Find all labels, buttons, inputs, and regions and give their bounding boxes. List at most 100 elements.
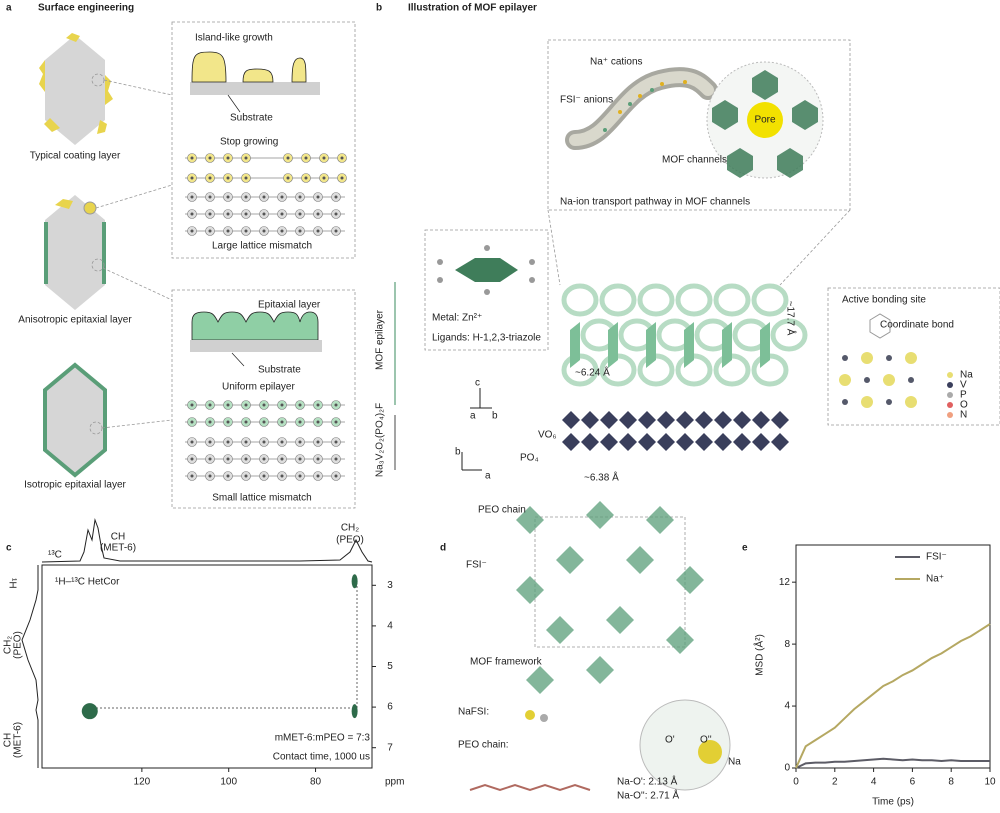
label: ~6.24 Å	[575, 366, 610, 379]
label: c	[475, 378, 480, 389]
mof-pillar	[684, 322, 694, 368]
annotation: (PEO)	[13, 631, 24, 659]
vo6	[638, 411, 656, 429]
atom-core	[298, 229, 302, 233]
mof-pillar	[722, 322, 732, 368]
vo6	[676, 433, 694, 451]
atom-core	[280, 457, 284, 461]
label: PO₄	[520, 453, 539, 464]
label: VO₆	[538, 430, 556, 441]
crystal-atom	[864, 377, 870, 383]
legend-dot	[947, 372, 953, 378]
atom-core	[334, 403, 338, 407]
label: b	[492, 411, 498, 422]
atom-core	[334, 457, 338, 461]
panel-title: Surface engineering	[38, 3, 134, 14]
label: Na	[960, 370, 973, 381]
atom-core	[280, 403, 284, 407]
atom-core	[244, 457, 248, 461]
label: Na-ion transport pathway in MOF channels	[560, 197, 750, 208]
series-line	[795, 623, 991, 769]
mof-pore	[599, 283, 637, 317]
label: MOF channels	[662, 155, 727, 166]
atom-core	[244, 420, 248, 424]
annotation: Contact time, 1000 us	[273, 752, 370, 763]
y-tick-label: 8	[784, 639, 790, 650]
label: Na⁺ cations	[590, 57, 643, 68]
series-line	[795, 757, 990, 769]
atom-core	[190, 176, 194, 180]
label: Epitaxial layer	[258, 300, 321, 311]
annotation: (MET-6)	[100, 543, 136, 554]
crystal-atom	[905, 396, 917, 408]
annotation: CH	[3, 733, 14, 747]
y-tick-label: 4	[387, 621, 393, 632]
mof-pore	[637, 283, 675, 317]
vo6	[695, 433, 713, 451]
panel-d-art	[469, 501, 731, 792]
vo6	[714, 411, 732, 429]
vo6	[676, 411, 694, 429]
atom-core	[244, 229, 248, 233]
atom-core	[322, 156, 326, 160]
vo6	[600, 411, 618, 429]
atom-core	[286, 176, 290, 180]
x-axis-label: Time (ps)	[872, 797, 914, 808]
panel-c-art	[21, 518, 373, 769]
legend-dot	[947, 402, 953, 408]
atom-core	[190, 420, 194, 424]
atom-core	[262, 229, 266, 233]
crystal-atom	[908, 377, 914, 383]
legend-dot	[947, 382, 953, 388]
legend-dot	[947, 392, 953, 398]
crystal-atom	[886, 399, 892, 405]
polyhedron	[586, 656, 614, 684]
atom-core	[208, 176, 212, 180]
label: O''	[700, 735, 712, 746]
atom-core	[316, 195, 320, 199]
annotation: (MET-6)	[13, 722, 24, 758]
atom-core	[226, 440, 230, 444]
x-tick-label: 4	[871, 777, 877, 788]
atom-core	[316, 474, 320, 478]
annotation: mMET-6:mPEO = 7:3	[275, 733, 371, 744]
atom-core	[208, 457, 212, 461]
label: Na	[728, 757, 741, 768]
vo6	[771, 411, 789, 429]
atom-core	[208, 229, 212, 233]
atom-core	[208, 440, 212, 444]
atom-core	[334, 212, 338, 216]
vo6	[619, 411, 637, 429]
label: V	[960, 380, 967, 391]
atom-core	[340, 176, 344, 180]
atom-core	[244, 212, 248, 216]
mof-pore	[713, 353, 751, 387]
vo6	[600, 433, 618, 451]
y-tick-label: 5	[387, 661, 393, 672]
atom-core	[226, 212, 230, 216]
atom-core	[190, 229, 194, 233]
label: Pore	[754, 115, 776, 126]
vo6	[752, 433, 770, 451]
atom-core	[298, 195, 302, 199]
label: Na-O'': 2.71 Å	[617, 789, 680, 802]
crystal-atom	[861, 396, 873, 408]
y-tick-label: 12	[779, 577, 791, 588]
label: N	[960, 410, 967, 421]
label: Coordinate bond	[880, 320, 954, 331]
label: PEO chain:	[458, 740, 509, 751]
atom-core	[262, 195, 266, 199]
atom-core	[190, 195, 194, 199]
label: Stop growing	[220, 137, 278, 148]
atom-core	[280, 474, 284, 478]
atom-core	[316, 403, 320, 407]
atom-core	[226, 156, 230, 160]
label: a	[485, 471, 491, 482]
atom-core	[298, 420, 302, 424]
atom-core	[334, 440, 338, 444]
vo6	[619, 433, 637, 451]
annotation: (PEO)	[336, 535, 364, 546]
y-tick-label: 6	[387, 702, 393, 713]
vo6	[562, 411, 580, 429]
atom-core	[244, 195, 248, 199]
